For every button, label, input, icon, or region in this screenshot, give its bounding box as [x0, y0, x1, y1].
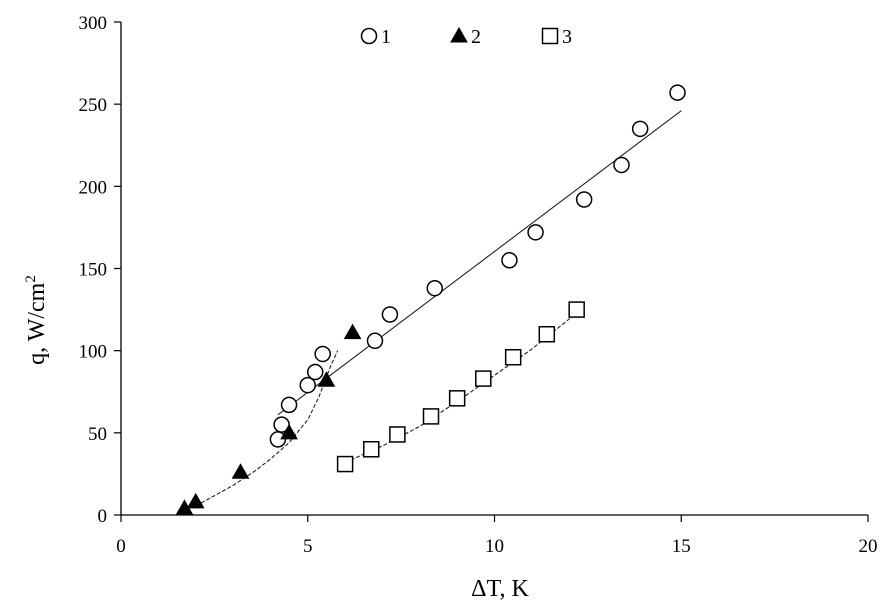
- data-point-series-1: [366, 332, 384, 350]
- legend-marker-series-3: [541, 27, 559, 45]
- data-markers: [175, 84, 686, 515]
- data-point-series-1: [306, 363, 324, 381]
- y-tick-label: 300: [79, 13, 108, 34]
- y-tick-label: 250: [79, 95, 108, 116]
- x-tick-label: 0: [116, 536, 126, 557]
- x-tick-label: 10: [485, 536, 504, 557]
- data-point-series-2: [343, 323, 362, 340]
- fit-line-series-1: [277, 110, 682, 416]
- x-tick-label: 5: [303, 536, 313, 557]
- y-tick-label: 0: [98, 506, 108, 527]
- data-point-series-1: [575, 191, 593, 208]
- data-point-series-3: [568, 301, 585, 318]
- data-point-series-1: [314, 345, 331, 363]
- data-point-series-1: [613, 156, 630, 174]
- data-point-series-3: [475, 370, 492, 387]
- legend: 1 2 3: [360, 26, 572, 48]
- fit-line-series-2: [184, 350, 339, 511]
- data-point-series-3: [538, 325, 556, 343]
- y-axis-title-main: q, W/cm: [24, 282, 50, 365]
- legend-label-series-1: 1: [381, 26, 391, 48]
- data-point-series-3: [336, 455, 354, 473]
- legend-marker-series-2: [450, 26, 468, 43]
- data-point-series-1: [426, 279, 443, 297]
- y-tick-label: 100: [79, 342, 108, 363]
- data-point-series-3: [422, 408, 440, 425]
- y-tick-label: 200: [79, 177, 108, 198]
- data-point-series-1: [669, 84, 686, 101]
- data-point-series-1: [269, 431, 287, 448]
- data-point-series-2: [280, 423, 298, 440]
- x-tick-label: 20: [859, 536, 878, 557]
- data-point-series-1: [381, 306, 399, 323]
- data-point-series-1: [299, 376, 316, 394]
- data-point-series-1: [631, 120, 649, 138]
- data-point-series-2: [317, 371, 336, 387]
- data-point-series-3: [504, 348, 522, 366]
- data-point-series-1: [501, 252, 518, 269]
- data-point-series-2: [186, 492, 205, 509]
- legend-label-series-3: 3: [562, 26, 572, 48]
- y-tick-label: 150: [79, 260, 108, 281]
- data-point-series-1: [280, 396, 298, 414]
- x-tick-label: 15: [672, 536, 691, 557]
- legend-marker-series-1: [360, 27, 378, 45]
- data-point-series-1: [527, 224, 544, 241]
- y-axis-title-superscript: 2: [23, 275, 39, 283]
- data-point-series-3: [362, 441, 380, 458]
- y-axis-title: q, W/cm2: [23, 275, 50, 365]
- fit-lines: [184, 110, 682, 511]
- data-point-series-3: [448, 390, 466, 407]
- data-point-series-2: [231, 463, 250, 479]
- y-tick-label: 50: [88, 424, 107, 445]
- x-axis-title: ΔT, K: [471, 576, 529, 602]
- legend-label-series-2: 2: [471, 26, 481, 48]
- data-point-series-3: [389, 426, 406, 443]
